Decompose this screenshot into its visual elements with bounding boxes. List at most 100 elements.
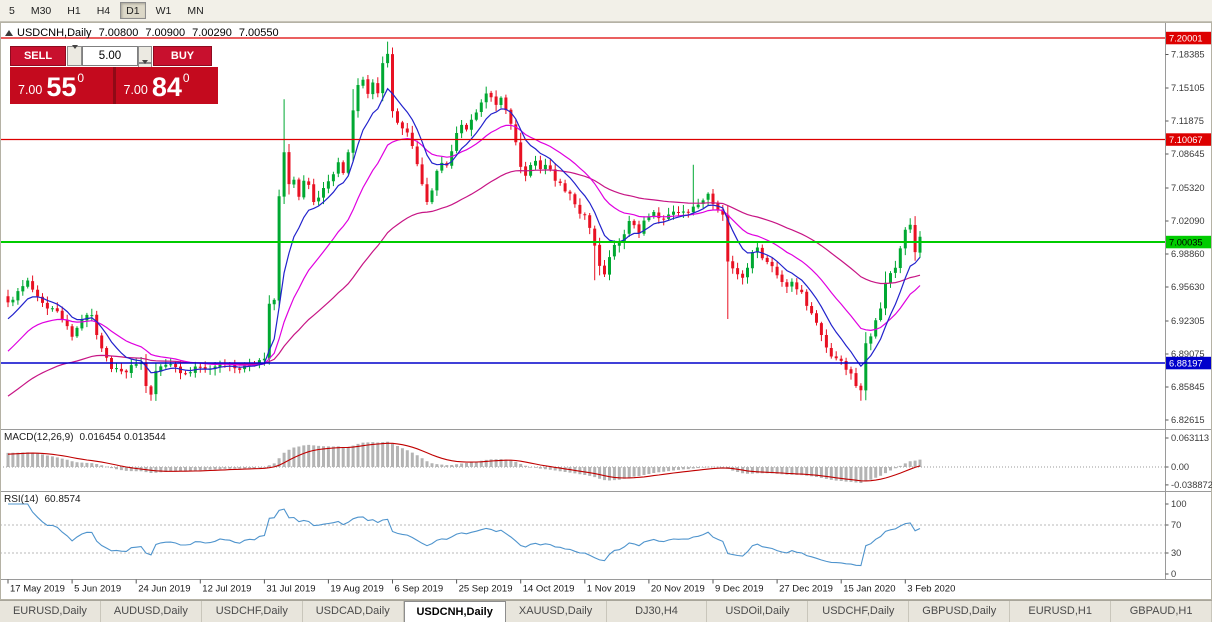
time-axis[interactable]: 17 May 2019 5 Jun 2019 24 Jun 2019 12 Jul 2… bbox=[7, 579, 955, 595]
svg-text:7.05320: 7.05320 bbox=[1171, 183, 1205, 193]
svg-text:5 Jun 2019: 5 Jun 2019 bbox=[74, 584, 121, 595]
svg-text:7.20001: 7.20001 bbox=[1169, 33, 1203, 43]
svg-text:19 Aug 2019: 19 Aug 2019 bbox=[330, 584, 383, 595]
svg-text:7.00035: 7.00035 bbox=[1169, 237, 1203, 247]
macd-panel bbox=[0, 441, 1165, 483]
lot-increase-button[interactable] bbox=[138, 46, 152, 66]
rsi-label: RSI(14) 60.8574 bbox=[4, 494, 87, 505]
chart-tab-USDCHF,Daily[interactable]: USDCHF,Daily bbox=[808, 601, 910, 622]
ohlc-low: 7.00290 bbox=[192, 27, 232, 39]
chart-tab-AUDUSD,Daily[interactable]: AUDUSD,Daily bbox=[101, 601, 202, 622]
chart-symbol-label: USDCNH,Daily bbox=[17, 27, 92, 39]
svg-text:7.11875: 7.11875 bbox=[1171, 116, 1204, 126]
price-tag-7.00035 bbox=[1166, 235, 1211, 249]
timeframe-button-D1[interactable]: D1 bbox=[120, 2, 146, 19]
chart-tab-USDOil,Daily[interactable]: USDOil,Daily bbox=[707, 601, 809, 622]
chart-tab-EURUSD,Daily[interactable]: EURUSD,Daily bbox=[0, 601, 101, 622]
chart-tab-XAUUSD,Daily[interactable]: XAUUSD,Daily bbox=[506, 601, 607, 622]
buy-button[interactable]: BUY bbox=[153, 46, 212, 66]
chart-window: 7.18385 7.15105 7.11875 7.08645 7.05320 7.020… bbox=[0, 22, 1212, 600]
price-tag-7.20001 bbox=[1166, 31, 1211, 45]
lot-size-input[interactable] bbox=[82, 46, 138, 66]
rsi-value: 60.8574 bbox=[44, 494, 81, 505]
chart-tabs-bar: EURUSD,Daily AUDUSD,Daily USDCHF,Daily USDC… bbox=[0, 600, 1212, 622]
price-axis[interactable]: 7.18385 7.15105 7.11875 7.08645 7.05320 7.020… bbox=[1165, 31, 1212, 579]
svg-text:17 May 2019: 17 May 2019 bbox=[10, 584, 65, 595]
svg-text:30: 30 bbox=[1171, 548, 1181, 558]
svg-text:0: 0 bbox=[1171, 569, 1176, 579]
svg-text:0.063113: 0.063113 bbox=[1171, 433, 1209, 443]
svg-text:14 Oct 2019: 14 Oct 2019 bbox=[523, 584, 575, 595]
timeframe-button-H1[interactable]: H1 bbox=[61, 2, 86, 19]
moving-averages-layer bbox=[7, 87, 921, 397]
ask-price-display[interactable]: 7.00 84 0 bbox=[115, 67, 218, 104]
svg-text:100: 100 bbox=[1171, 499, 1187, 509]
one-click-controls-row: SELL BUY bbox=[10, 44, 218, 80]
timeframe-button-5[interactable]: 5 bbox=[3, 2, 21, 19]
price-tag-6.88197 bbox=[1166, 356, 1211, 370]
one-click-prices-row: 7.00 55 0 7.00 84 0 bbox=[10, 67, 218, 104]
window-indicator-icon[interactable] bbox=[5, 30, 13, 36]
chart-tab-GBPUSD,Daily[interactable]: GBPUSD,Daily bbox=[909, 601, 1011, 622]
svg-text:6.85845: 6.85845 bbox=[1171, 382, 1205, 392]
svg-text:9 Dec 2019: 9 Dec 2019 bbox=[715, 584, 764, 595]
svg-text:25 Sep 2019: 25 Sep 2019 bbox=[459, 584, 513, 595]
timeframe-button-M30[interactable]: M30 bbox=[25, 2, 57, 19]
chart-tab-USDCNH,Daily[interactable]: USDCNH,Daily bbox=[403, 601, 506, 622]
rsi-name: RSI(14) bbox=[4, 494, 39, 505]
price-chart-canvas[interactable]: 7.18385 7.15105 7.11875 7.08645 7.05320 7.020… bbox=[0, 22, 1212, 600]
svg-text:6.95630: 6.95630 bbox=[1171, 282, 1205, 292]
sell-button[interactable]: SELL bbox=[10, 46, 66, 66]
svg-text:6 Sep 2019: 6 Sep 2019 bbox=[395, 584, 444, 595]
timeframe-button-MN[interactable]: MN bbox=[181, 2, 209, 19]
svg-text:7.10067: 7.10067 bbox=[1169, 135, 1203, 145]
svg-text:12 Jul 2019: 12 Jul 2019 bbox=[202, 584, 251, 595]
svg-text:0.00: 0.00 bbox=[1171, 462, 1189, 472]
svg-text:1 Nov 2019: 1 Nov 2019 bbox=[587, 584, 636, 595]
svg-text:20 Nov 2019: 20 Nov 2019 bbox=[651, 584, 705, 595]
price-tag-7.10067 bbox=[1166, 133, 1211, 146]
horizontal-lines bbox=[0, 37, 1165, 364]
chart-tab-USDCAD,Daily[interactable]: USDCAD,Daily bbox=[303, 601, 404, 622]
timeframe-toolbar: 5 M30 H1 H4 D1 W1 MN bbox=[0, 0, 1212, 22]
svg-text:27 Dec 2019: 27 Dec 2019 bbox=[779, 584, 833, 595]
chart-tab-USDCHF,Daily[interactable]: USDCHF,Daily bbox=[202, 601, 303, 622]
svg-text:7.18385: 7.18385 bbox=[1171, 50, 1205, 60]
svg-text:3 Feb 2020: 3 Feb 2020 bbox=[907, 584, 955, 595]
ohlc-open: 7.00800 bbox=[98, 27, 139, 39]
chart-frame bbox=[0, 22, 1212, 600]
bid-price-pipette: 0 bbox=[77, 71, 85, 85]
svg-text:70: 70 bbox=[1171, 520, 1181, 530]
macd-label: MACD(12,26,9) 0.016454 0.013544 bbox=[4, 432, 172, 443]
svg-text:15 Jan 2020: 15 Jan 2020 bbox=[843, 584, 895, 595]
svg-text:7.08645: 7.08645 bbox=[1171, 149, 1205, 159]
lot-dropdown-button[interactable] bbox=[67, 44, 82, 66]
macd-name: MACD(12,26,9) bbox=[4, 432, 74, 443]
svg-text:24 Jun 2019: 24 Jun 2019 bbox=[138, 584, 190, 595]
chart-tab-DJ30,H4[interactable]: DJ30,H4 bbox=[607, 601, 708, 622]
chart-title: USDCNH,Daily 7.00800 7.00900 7.00290 7.00550 bbox=[17, 27, 286, 39]
ohlc-high: 7.00900 bbox=[145, 27, 186, 39]
bid-price-prefix: 7.00 bbox=[18, 83, 43, 97]
svg-text:7.15105: 7.15105 bbox=[1171, 83, 1205, 93]
ask-price-big-digits: 84 bbox=[151, 72, 182, 102]
svg-text:6.89075: 6.89075 bbox=[1171, 349, 1205, 359]
chart-tab-GBPAUD,H1[interactable]: GBPAUD,H1 bbox=[1111, 601, 1212, 622]
svg-text:7.02090: 7.02090 bbox=[1171, 216, 1205, 226]
ohlc-close: 7.00550 bbox=[238, 27, 279, 39]
svg-text:6.82615: 6.82615 bbox=[1171, 415, 1205, 425]
macd-values: 0.016454 0.013544 bbox=[79, 432, 166, 443]
svg-text:6.92305: 6.92305 bbox=[1171, 316, 1205, 326]
bid-price-display[interactable]: 7.00 55 0 bbox=[10, 67, 113, 104]
timeframe-button-H4[interactable]: H4 bbox=[91, 2, 116, 19]
timeframe-button-W1[interactable]: W1 bbox=[150, 2, 178, 19]
chart-tab-EURUSD,H1[interactable]: EURUSD,H1 bbox=[1010, 601, 1112, 622]
svg-text:31 Jul 2019: 31 Jul 2019 bbox=[266, 584, 315, 595]
ask-price-pipette: 0 bbox=[182, 71, 190, 85]
svg-text:6.98860: 6.98860 bbox=[1171, 249, 1205, 259]
ask-price-prefix: 7.00 bbox=[123, 83, 148, 97]
svg-text:-0.038872: -0.038872 bbox=[1171, 480, 1212, 490]
svg-text:6.88197: 6.88197 bbox=[1169, 358, 1203, 368]
bid-price-big-digits: 55 bbox=[46, 72, 77, 102]
